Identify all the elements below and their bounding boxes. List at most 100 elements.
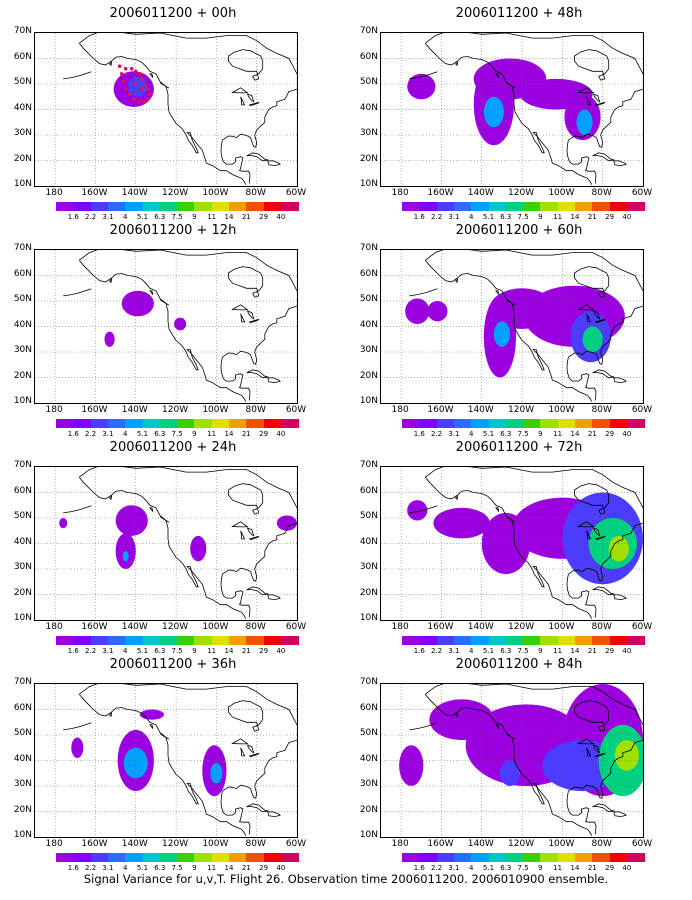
- coastline: [577, 87, 595, 94]
- variance-contour: [499, 760, 521, 786]
- coastline: [592, 527, 601, 537]
- colorbar-label: 14: [570, 647, 580, 655]
- coastline: [63, 722, 92, 731]
- colorbar-label: 1.6: [67, 430, 79, 438]
- coastline: [592, 803, 615, 813]
- longitude-label: 180: [391, 188, 409, 198]
- coastline: [63, 71, 92, 80]
- coastline: [248, 318, 260, 324]
- coastline: [455, 61, 459, 67]
- latitude-label: 60N: [359, 268, 378, 279]
- latitude-label: 60N: [13, 702, 32, 713]
- coastline: [577, 521, 595, 528]
- colorbar-label: 5.1: [482, 213, 495, 221]
- latitude-label: 50N: [359, 77, 378, 87]
- latitude-label: 10N: [359, 830, 378, 840]
- colorbar-label: 29: [605, 864, 615, 872]
- colorbar-label: 29: [605, 213, 615, 221]
- colorbar-label: 40: [622, 430, 632, 438]
- colorbar-label: 4: [122, 864, 128, 872]
- colorbar-label: 5.1: [136, 647, 149, 655]
- colorbar-label: 9: [538, 864, 543, 872]
- map-panel: 2006011200 + 72h 70N 60N 50N 40N 30N 20N 10N 180…: [346, 434, 692, 655]
- colorbar-segment: [73, 202, 92, 211]
- variance-contour: [582, 326, 603, 352]
- colorbar-label: 4: [122, 213, 128, 221]
- coastline: [79, 250, 297, 401]
- variance-contour: [127, 76, 148, 97]
- colorbar-label: 5.1: [136, 864, 149, 872]
- colorbar-label: 40: [276, 213, 286, 221]
- colorbar-segment: [488, 202, 507, 211]
- observation-dot: [146, 97, 150, 102]
- colorbar-label: 21: [241, 647, 251, 655]
- longitude-label: 60W: [285, 622, 307, 632]
- colorbar-segment: [402, 636, 420, 645]
- colorbar-label: 2.2: [85, 213, 97, 221]
- map-frame: [34, 466, 298, 621]
- longitude-label: 80W: [245, 405, 266, 415]
- coastline: [613, 160, 627, 167]
- colorbar-segment: [523, 202, 541, 211]
- latitude-label: 20N: [13, 804, 32, 815]
- latitude-label: 20N: [359, 587, 378, 598]
- map-frame: [34, 249, 298, 404]
- colorbar-label: 3.1: [448, 647, 460, 655]
- map-svg: [381, 467, 643, 620]
- coastline: [240, 96, 246, 106]
- coastline: [409, 722, 438, 731]
- colorbar-segment: [211, 636, 230, 645]
- variance-contour: [210, 763, 223, 784]
- coastline: [495, 73, 500, 78]
- colorbar-segment: [557, 853, 576, 862]
- coastline: [231, 304, 249, 311]
- coastline: [613, 811, 627, 818]
- colorbar-segment: [523, 636, 541, 645]
- colorbar-segment: [402, 202, 420, 211]
- coastline: [149, 507, 154, 512]
- variance-contour: [115, 533, 136, 569]
- colorbar-label: 3.1: [448, 213, 460, 221]
- colorbar-segment: [523, 853, 541, 862]
- panel-title: 2006011200 + 00h: [109, 6, 237, 21]
- colorbar-label: 6.3: [500, 864, 512, 872]
- colorbar-segment: [73, 419, 92, 428]
- colorbar-segment: [246, 636, 265, 645]
- latitude-label: 60N: [359, 51, 378, 62]
- longitude-label: 160W: [81, 188, 108, 198]
- latitude-label: 10N: [359, 396, 378, 406]
- variance-contour: [427, 301, 448, 322]
- colorbar-segment: [211, 853, 230, 862]
- latitude-label: 30N: [359, 345, 378, 355]
- coastline: [425, 33, 643, 184]
- colorbar-segment: [125, 419, 143, 428]
- longitude-label: 140W: [467, 839, 494, 849]
- colorbar-label: 6.3: [154, 430, 166, 438]
- colorbar-segment: [557, 636, 576, 645]
- map-panel: 2006011200 + 12h 70N 60N 50N 40N 30N 20N 10N 180…: [0, 217, 346, 438]
- coastline: [574, 483, 610, 515]
- map-svg: [381, 684, 643, 837]
- colorbar-label: 14: [570, 864, 580, 872]
- coastline: [109, 495, 113, 501]
- colorbar-segment: [229, 636, 247, 645]
- colorbar-segment: [436, 853, 455, 862]
- latitude-label: 10N: [13, 396, 32, 406]
- panel-title: 2006011200 + 12h: [109, 223, 237, 238]
- colorbar-label: 14: [224, 647, 234, 655]
- colorbar-label: 1.6: [413, 213, 425, 221]
- colorbar-segment: [540, 636, 559, 645]
- observation-dot: [148, 92, 152, 96]
- colorbar-label: 3.1: [102, 647, 114, 655]
- colorbar-segment: [471, 853, 489, 862]
- variance-contour: [614, 740, 639, 771]
- colorbar-label: 40: [276, 647, 286, 655]
- longitude-label: 120W: [508, 839, 535, 849]
- observation-dot: [117, 64, 122, 68]
- latitude-label: 70N: [359, 460, 378, 470]
- colorbar-label: 1.6: [67, 647, 79, 655]
- colorbar-segment: [229, 202, 247, 211]
- coastline: [267, 160, 281, 167]
- variance-contour: [122, 551, 129, 562]
- colorbar-label: 7.5: [171, 213, 183, 221]
